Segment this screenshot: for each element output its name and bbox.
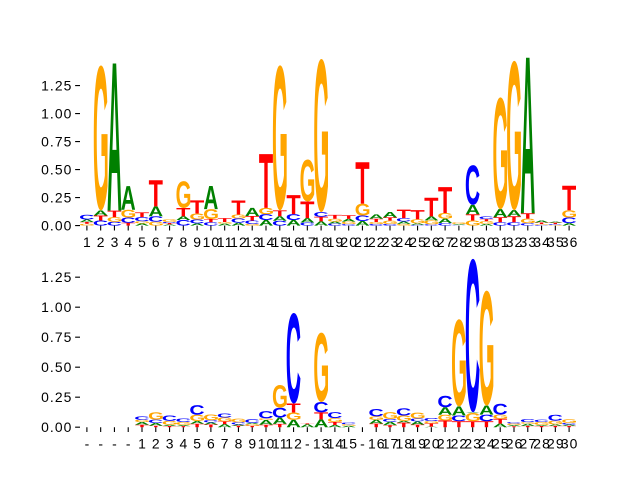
svg-text:32: 32 xyxy=(506,234,524,250)
svg-text:12: 12 xyxy=(230,234,248,250)
svg-text:24: 24 xyxy=(396,234,414,250)
svg-text:20: 20 xyxy=(340,234,358,250)
svg-text:8: 8 xyxy=(235,436,244,452)
svg-text:22: 22 xyxy=(368,234,386,250)
svg-text:35: 35 xyxy=(547,234,565,250)
svg-text:30: 30 xyxy=(561,436,579,452)
svg-text:33: 33 xyxy=(520,234,538,250)
svg-text:-: - xyxy=(360,436,366,452)
svg-text:6: 6 xyxy=(207,436,216,452)
svg-text:11: 11 xyxy=(272,436,289,452)
svg-text:19: 19 xyxy=(327,234,345,250)
svg-text:3: 3 xyxy=(166,436,175,452)
svg-text:0.00: 0.00 xyxy=(41,218,72,234)
svg-text:25: 25 xyxy=(409,234,427,250)
svg-text:16: 16 xyxy=(285,234,303,250)
svg-text:10: 10 xyxy=(258,436,276,452)
svg-text:0.00: 0.00 xyxy=(41,419,72,435)
svg-text:29: 29 xyxy=(547,436,565,452)
svg-text:12: 12 xyxy=(285,436,303,452)
svg-text:10: 10 xyxy=(203,234,221,250)
svg-text:2: 2 xyxy=(97,234,106,250)
svg-text:30: 30 xyxy=(478,234,496,250)
svg-text:-: - xyxy=(112,436,118,452)
svg-text:1.25: 1.25 xyxy=(41,78,72,94)
svg-text:4: 4 xyxy=(179,436,188,452)
svg-text:34: 34 xyxy=(533,234,551,250)
svg-text:17: 17 xyxy=(299,234,317,250)
svg-text:24: 24 xyxy=(478,436,496,452)
svg-text:1: 1 xyxy=(138,436,147,452)
svg-text:0.75: 0.75 xyxy=(41,329,72,345)
svg-text:0.50: 0.50 xyxy=(41,162,72,178)
svg-text:27: 27 xyxy=(520,436,538,452)
svg-text:1.00: 1.00 xyxy=(41,299,72,315)
svg-text:14: 14 xyxy=(327,436,345,452)
svg-text:1: 1 xyxy=(83,234,92,250)
svg-text:13: 13 xyxy=(244,234,262,250)
svg-text:18: 18 xyxy=(313,234,331,250)
svg-text:25: 25 xyxy=(492,436,510,452)
svg-text:27: 27 xyxy=(437,234,455,250)
svg-text:36: 36 xyxy=(561,234,579,250)
svg-text:28: 28 xyxy=(451,234,469,250)
svg-text:23: 23 xyxy=(464,436,482,452)
svg-text:-: - xyxy=(305,436,311,452)
svg-text:5: 5 xyxy=(138,234,147,250)
svg-text:8: 8 xyxy=(179,234,188,250)
svg-text:20: 20 xyxy=(423,436,441,452)
svg-text:15: 15 xyxy=(340,436,358,452)
svg-text:-: - xyxy=(85,436,91,452)
svg-text:13: 13 xyxy=(313,436,331,452)
svg-text:23: 23 xyxy=(382,234,400,250)
svg-text:15: 15 xyxy=(272,234,290,250)
svg-text:21: 21 xyxy=(437,436,455,452)
svg-text:29: 29 xyxy=(464,234,482,250)
svg-text:19: 19 xyxy=(409,436,427,452)
svg-text:5: 5 xyxy=(193,436,202,452)
svg-text:21: 21 xyxy=(354,234,372,250)
svg-text:14: 14 xyxy=(258,234,276,250)
svg-text:28: 28 xyxy=(533,436,551,452)
svg-text:-: - xyxy=(98,436,104,452)
svg-text:18: 18 xyxy=(396,436,414,452)
svg-text:16: 16 xyxy=(368,436,386,452)
svg-text:9: 9 xyxy=(193,234,202,250)
svg-text:1.00: 1.00 xyxy=(41,106,72,122)
svg-text:9: 9 xyxy=(248,436,257,452)
svg-text:7: 7 xyxy=(166,234,175,250)
svg-text:22: 22 xyxy=(451,436,469,452)
svg-text:7: 7 xyxy=(221,436,230,452)
svg-text:0.25: 0.25 xyxy=(41,190,72,206)
svg-text:31: 31 xyxy=(492,234,510,250)
svg-text:-: - xyxy=(126,436,132,452)
svg-text:4: 4 xyxy=(124,234,133,250)
svg-text:2: 2 xyxy=(152,436,161,452)
svg-text:26: 26 xyxy=(423,234,441,250)
svg-text:0.25: 0.25 xyxy=(41,389,72,405)
svg-text:3: 3 xyxy=(111,234,120,250)
svg-text:26: 26 xyxy=(506,436,524,452)
svg-text:6: 6 xyxy=(152,234,161,250)
svg-text:0.50: 0.50 xyxy=(41,359,72,375)
svg-text:1.25: 1.25 xyxy=(41,269,72,285)
svg-text:11: 11 xyxy=(217,234,234,250)
svg-text:17: 17 xyxy=(382,436,400,452)
svg-text:0.75: 0.75 xyxy=(41,134,72,150)
